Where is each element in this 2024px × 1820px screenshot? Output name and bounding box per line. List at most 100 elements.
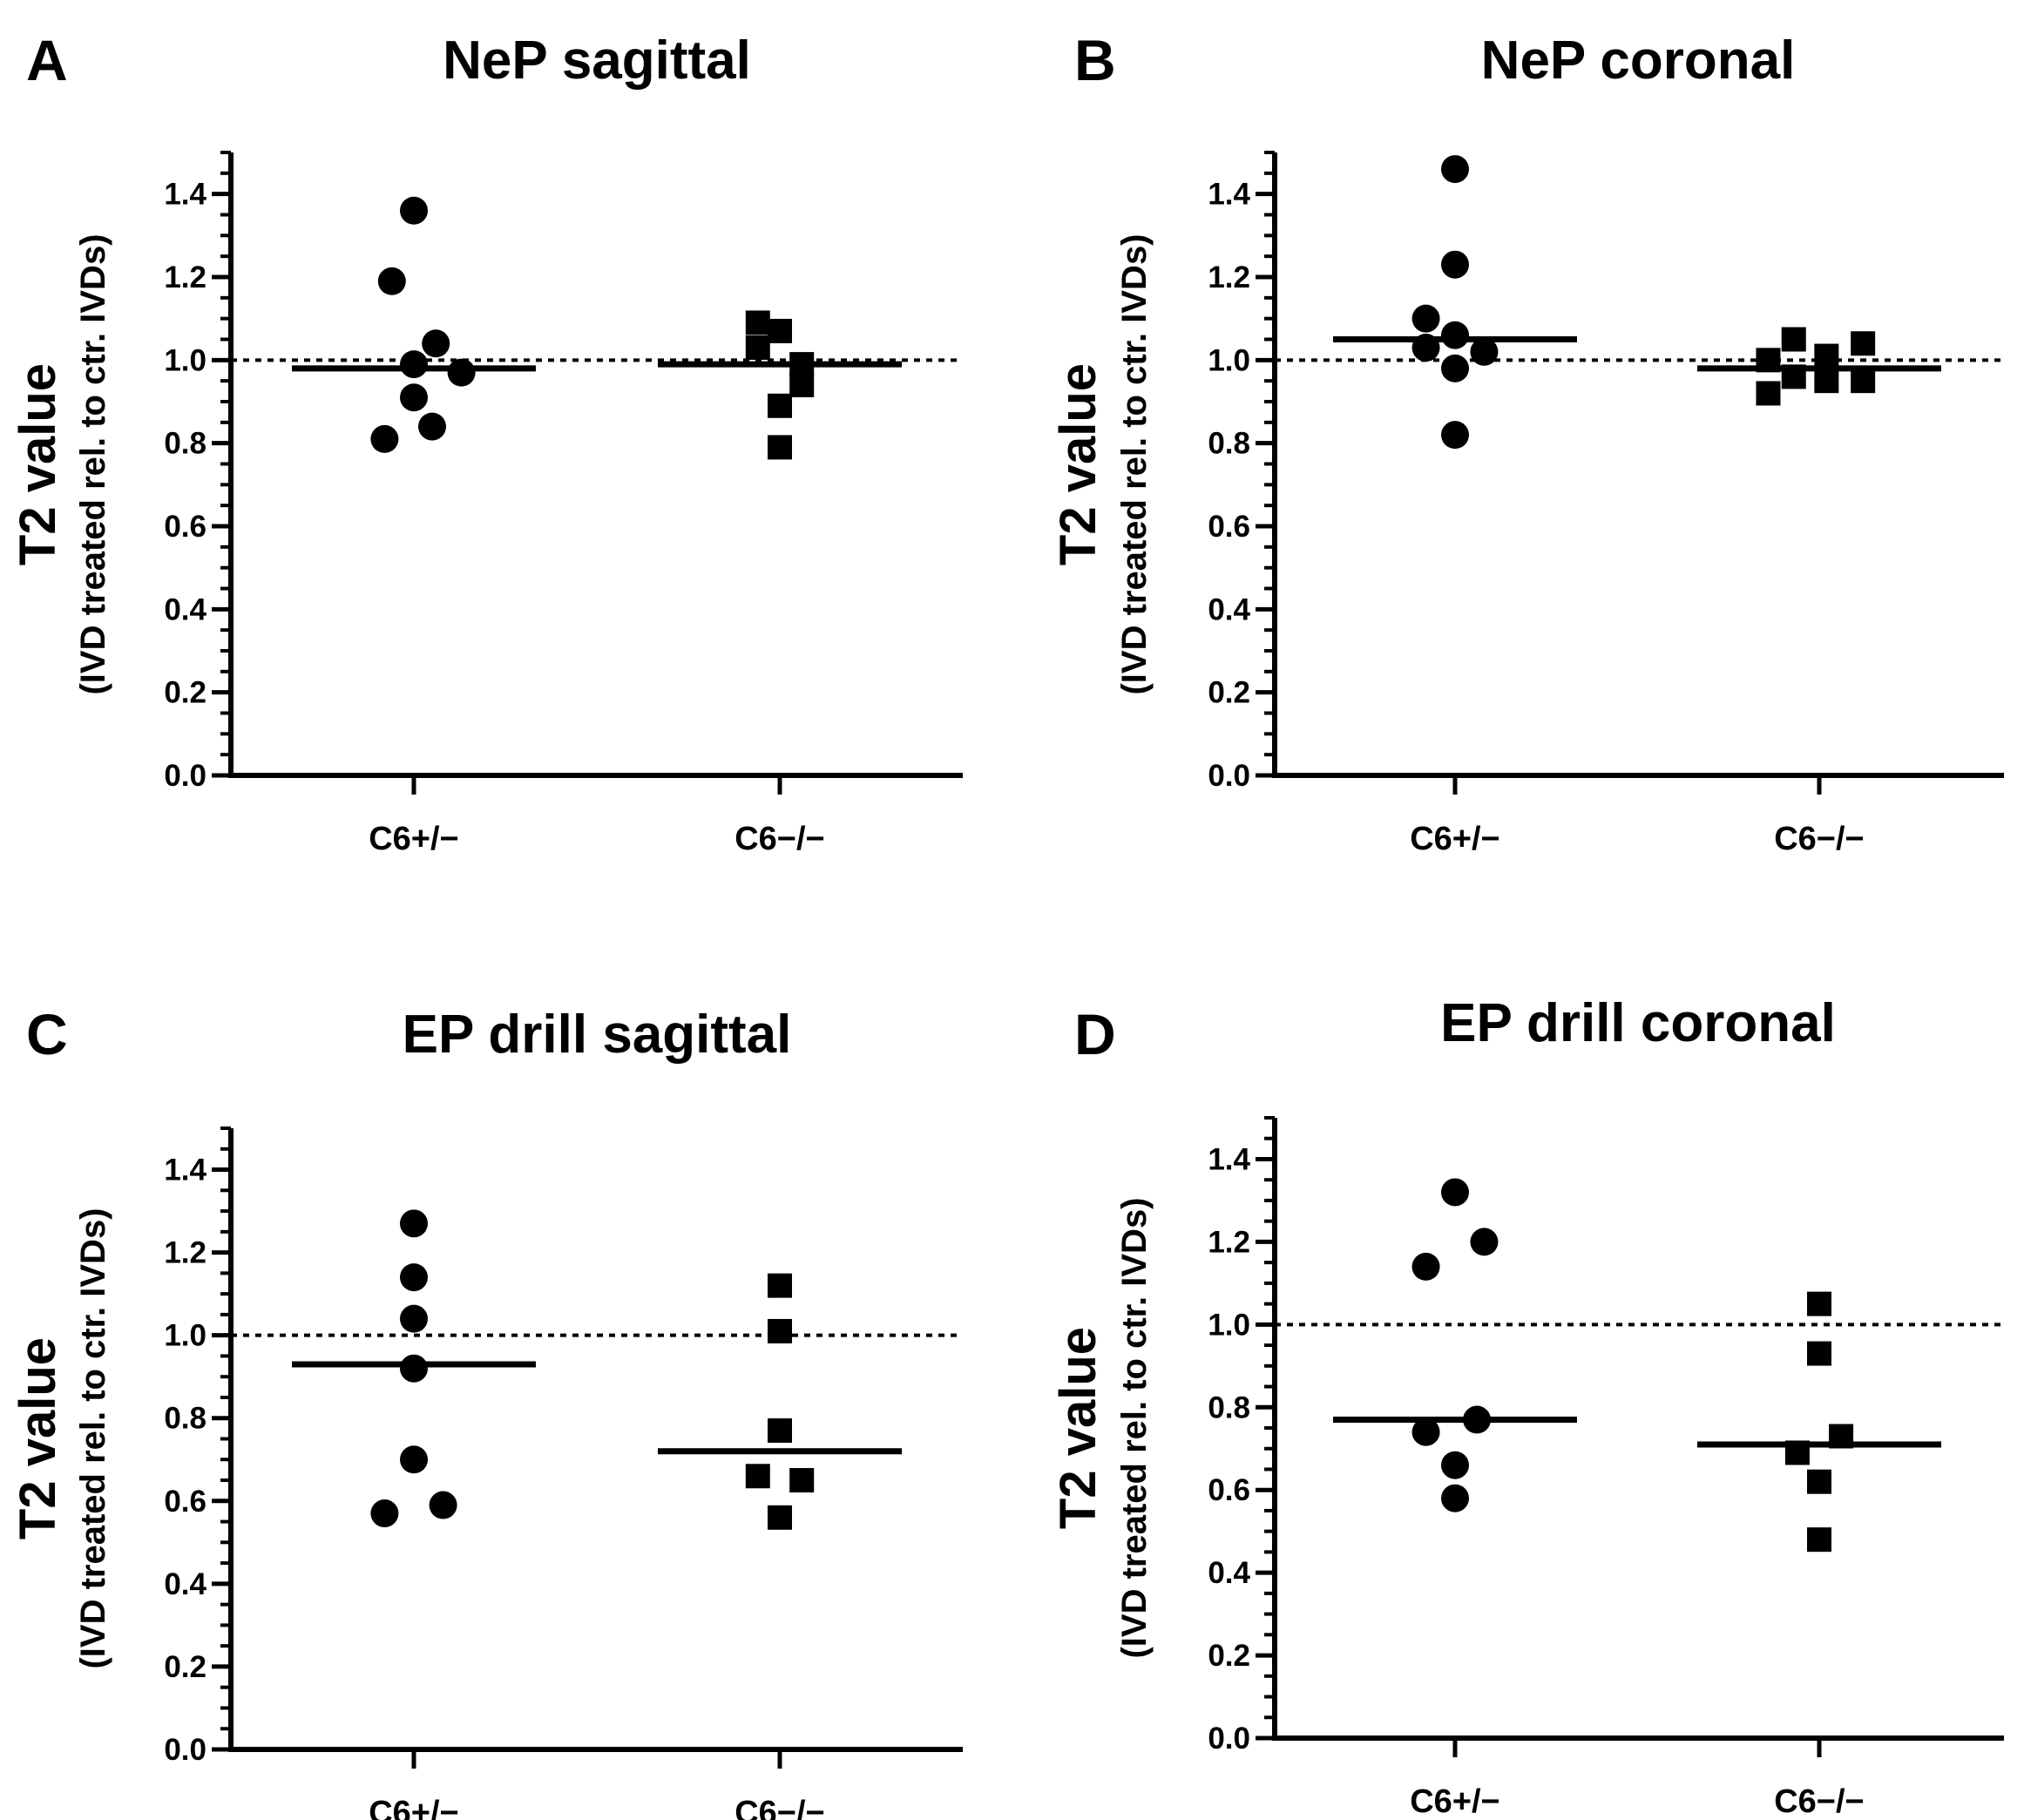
data-point-square [1756,381,1781,406]
panel-letter: A [26,28,68,92]
y-tick-label: 0.6 [1208,1473,1250,1507]
data-point-circle [1441,421,1469,450]
data-point-circle [1411,304,1440,333]
data-point-circle [1470,337,1499,366]
data-point-circle [1411,1417,1440,1446]
y-tick-label: 1.0 [1208,1308,1250,1342]
y-tick-label: 0.8 [1208,1390,1250,1424]
data-point-circle [400,1263,428,1292]
y-tick-label: 0.8 [164,1402,206,1436]
x-category-label: C6−/− [734,821,825,857]
panel-a: A NeP sagittal T2 value (IVD treated rel. t… [10,28,963,857]
data-point-square [745,310,770,335]
y-axis-label: T2 value [1050,1327,1107,1529]
y-axis-sublabel: (IVD treated rel. to ctr. IVDs) [1115,233,1154,694]
y-tick-label: 0.4 [164,592,206,626]
data-point-square [768,318,792,343]
y-tick-label: 0.2 [164,676,206,710]
y-tick-label: 1.0 [164,1319,206,1353]
data-point-circle [1441,1484,1469,1512]
data-point-circle [1441,1178,1469,1207]
data-point-square [1807,1291,1831,1316]
data-point-square [768,393,792,418]
y-tick-label: 1.0 [164,343,206,377]
x-category-label: C6+/− [1410,1783,1500,1820]
data-point-square [768,1273,792,1298]
y-tick-label: 0.6 [1208,510,1250,544]
data-point-square [768,435,792,460]
data-point-circle [1441,250,1469,279]
panel-letter: C [26,1002,68,1066]
data-point-circle [1441,321,1469,349]
y-tick-label: 0.4 [164,1567,206,1601]
data-point-circle [418,412,446,441]
data-point-circle [1441,1451,1469,1479]
y-tick-label: 0.0 [1208,1722,1250,1756]
data-point-square [789,372,815,397]
data-point-square [1807,1341,1831,1366]
panel-c: C EP drill sagittal T2 value (IVD treated r… [10,1002,963,1820]
data-point-square [1851,331,1876,356]
panel-letter: D [1074,1002,1116,1066]
y-tick-label: 0.2 [1208,676,1250,710]
data-point-circle [1441,155,1469,184]
data-point-square [768,1318,792,1343]
data-point-circle [400,1304,428,1333]
x-category-label: C6+/− [369,821,459,857]
y-tick-label: 1.0 [1208,343,1250,377]
data-point-square [768,1417,792,1443]
y-tick-label: 0.0 [1208,759,1250,793]
x-category-label: C6+/− [1410,821,1500,857]
data-point-square [768,1505,792,1530]
data-point-square [1781,327,1806,352]
x-category-label: C6−/− [1774,1783,1865,1820]
data-point-circle [400,196,428,225]
data-point-circle [400,1445,428,1474]
x-category-label: C6−/− [1774,821,1865,857]
y-tick-label: 1.2 [1208,1225,1250,1259]
y-axis-label: T2 value [10,363,66,565]
data-point-circle [370,424,399,453]
data-point-square [1814,343,1839,369]
panel-d: D EP drill coronal T2 value (IVD treated re… [1050,993,2004,1820]
y-tick-label: 0.8 [164,427,206,461]
y-tick-label: 0.4 [1208,592,1250,626]
y-tick-label: 0.0 [164,1733,206,1767]
data-point-circle [400,1209,428,1238]
y-tick-label: 0.6 [164,510,206,544]
data-point-circle [400,383,428,412]
x-category-label: C6+/− [369,1795,459,1820]
y-axis-label: T2 value [1050,363,1107,565]
data-point-square [1807,1469,1831,1494]
data-point-circle [422,329,450,358]
y-axis-sublabel: (IVD treated rel. to ctr. IVDs) [74,1208,112,1668]
y-tick-label: 0.2 [1208,1639,1250,1673]
data-point-square [1814,369,1839,394]
y-tick-label: 1.4 [1208,1142,1250,1176]
y-tick-label: 1.4 [164,1154,206,1187]
panel-title: EP drill sagittal [403,1005,792,1065]
data-point-circle [400,350,428,379]
data-point-square [1807,1527,1831,1553]
panel-title: NeP coronal [1481,30,1796,91]
data-point-square [789,1468,815,1493]
data-point-square [745,1464,770,1489]
data-point-circle [1470,1228,1499,1256]
data-point-circle [429,1491,457,1519]
y-tick-label: 1.2 [1208,260,1250,294]
data-point-circle [447,358,476,387]
panel-b: B NeP coronal T2 value (IVD treated rel. to… [1050,28,2004,857]
y-axis-sublabel: (IVD treated rel. to ctr. IVDs) [74,233,112,694]
y-tick-label: 1.4 [1208,178,1250,212]
data-point-circle [1441,354,1469,382]
y-axis-label: T2 value [10,1337,66,1539]
y-tick-label: 1.4 [164,178,206,212]
data-point-circle [377,267,406,295]
panel-title: NeP sagittal [443,30,751,91]
x-category-label: C6−/− [734,1795,825,1820]
data-point-square [745,335,770,361]
panel-title: EP drill coronal [1440,993,1836,1053]
panel-letter: B [1074,28,1116,92]
data-point-square [1851,369,1876,394]
